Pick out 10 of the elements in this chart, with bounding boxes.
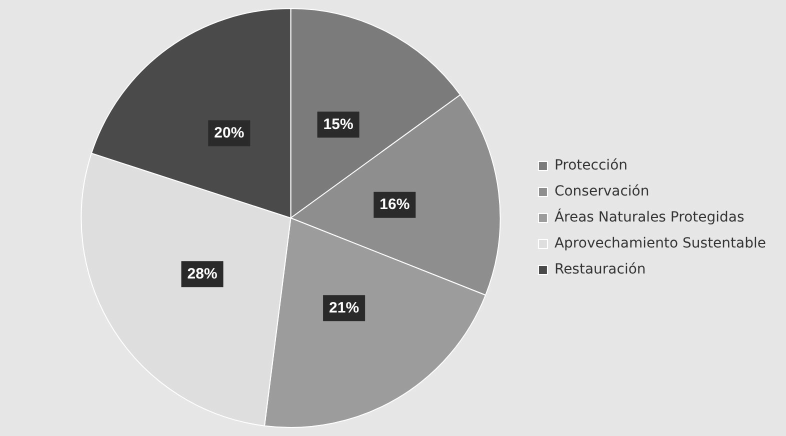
legend-label: Áreas Naturales Protegidas: [554, 208, 744, 226]
data-label: 15%: [323, 116, 354, 133]
data-label: 20%: [214, 124, 244, 142]
legend-label: Aprovechamiento Sustentable: [554, 236, 766, 252]
legend-label: Conservación: [554, 184, 650, 200]
data-label: 28%: [187, 265, 218, 282]
data-label: 16%: [380, 196, 410, 214]
legend-label: Protección: [554, 158, 628, 174]
data-label: 21%: [329, 299, 360, 316]
legend-label: Restauración: [554, 262, 646, 278]
